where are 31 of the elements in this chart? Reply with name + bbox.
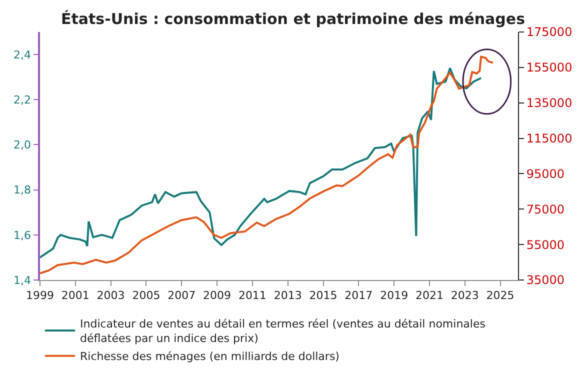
- y2-tick-label: 75000: [526, 202, 565, 216]
- x-tick-label: 2011: [238, 289, 266, 302]
- x-tick-label: 2019: [380, 289, 408, 302]
- y2-tick-label: 55000: [526, 238, 565, 252]
- x-tick-label: 1999: [26, 289, 54, 302]
- x-tick-label: 2015: [309, 289, 338, 302]
- y-tick-label: 1,4: [14, 274, 32, 287]
- x-tick-label: 2005: [132, 289, 160, 302]
- x-tick-label: 2021: [416, 289, 444, 302]
- y-tick-label: 1,8: [14, 184, 32, 197]
- x-tick-label: 2013: [274, 289, 302, 302]
- x-tick-label: 2025: [486, 289, 514, 302]
- x-tick-label: 2017: [344, 289, 373, 302]
- x-tick-label: 2001: [61, 289, 90, 302]
- x-tick-label: 2009: [203, 289, 232, 302]
- legend-label: Richesse des ménages (en milliards de dollars): [80, 350, 340, 364]
- y-tick-label: 1,6: [14, 228, 32, 242]
- y2-tick-label: 155000: [526, 60, 572, 75]
- y-tick-label: 2,0: [14, 138, 32, 152]
- x-tick-label: 2023: [450, 289, 479, 302]
- y2-tick-label: 95000: [526, 166, 565, 181]
- chart-title: États-Unis : consommation et patrimoine des ménages: [60, 10, 526, 28]
- x-tick-label: 2007: [168, 289, 196, 302]
- y2-tick-label: 175000: [526, 25, 572, 40]
- y2-tick-label: 135000: [526, 96, 572, 110]
- y2-tick-label: 115000: [526, 131, 572, 146]
- y2-tick-label: 35000: [526, 273, 565, 288]
- legend-label: Indicateur de ventes au détail en termes réel (ventes au détail nominales déflatées par un indice des prix): [80, 318, 486, 345]
- y-tick-label: 2,4: [14, 48, 32, 62]
- x-tick-label: 2003: [96, 289, 125, 302]
- y-tick-label: 2,2: [14, 93, 32, 106]
